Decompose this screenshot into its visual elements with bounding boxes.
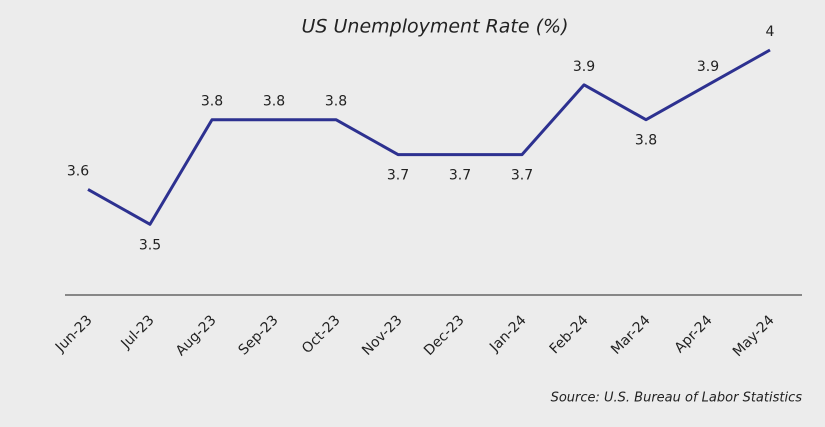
data-label: 3.8: [201, 94, 223, 110]
data-label: 3.8: [635, 133, 657, 149]
data-label: 4: [766, 24, 775, 40]
chart-title: US Unemployment Rate (%): [302, 16, 569, 38]
data-label: 3.7: [449, 168, 471, 184]
data-label: 3.8: [263, 94, 285, 110]
data-label: 3.5: [139, 237, 161, 253]
data-label: 3.9: [573, 59, 595, 75]
data-label: 3.6: [67, 163, 89, 179]
data-label: 3.9: [697, 59, 719, 75]
data-label: 3.8: [325, 94, 347, 110]
source: Source: U.S. Bureau of Labor Statistics: [551, 391, 803, 406]
data-label: 3.7: [511, 168, 533, 184]
data-label: 3.7: [387, 168, 409, 184]
line: [87, 48, 771, 226]
